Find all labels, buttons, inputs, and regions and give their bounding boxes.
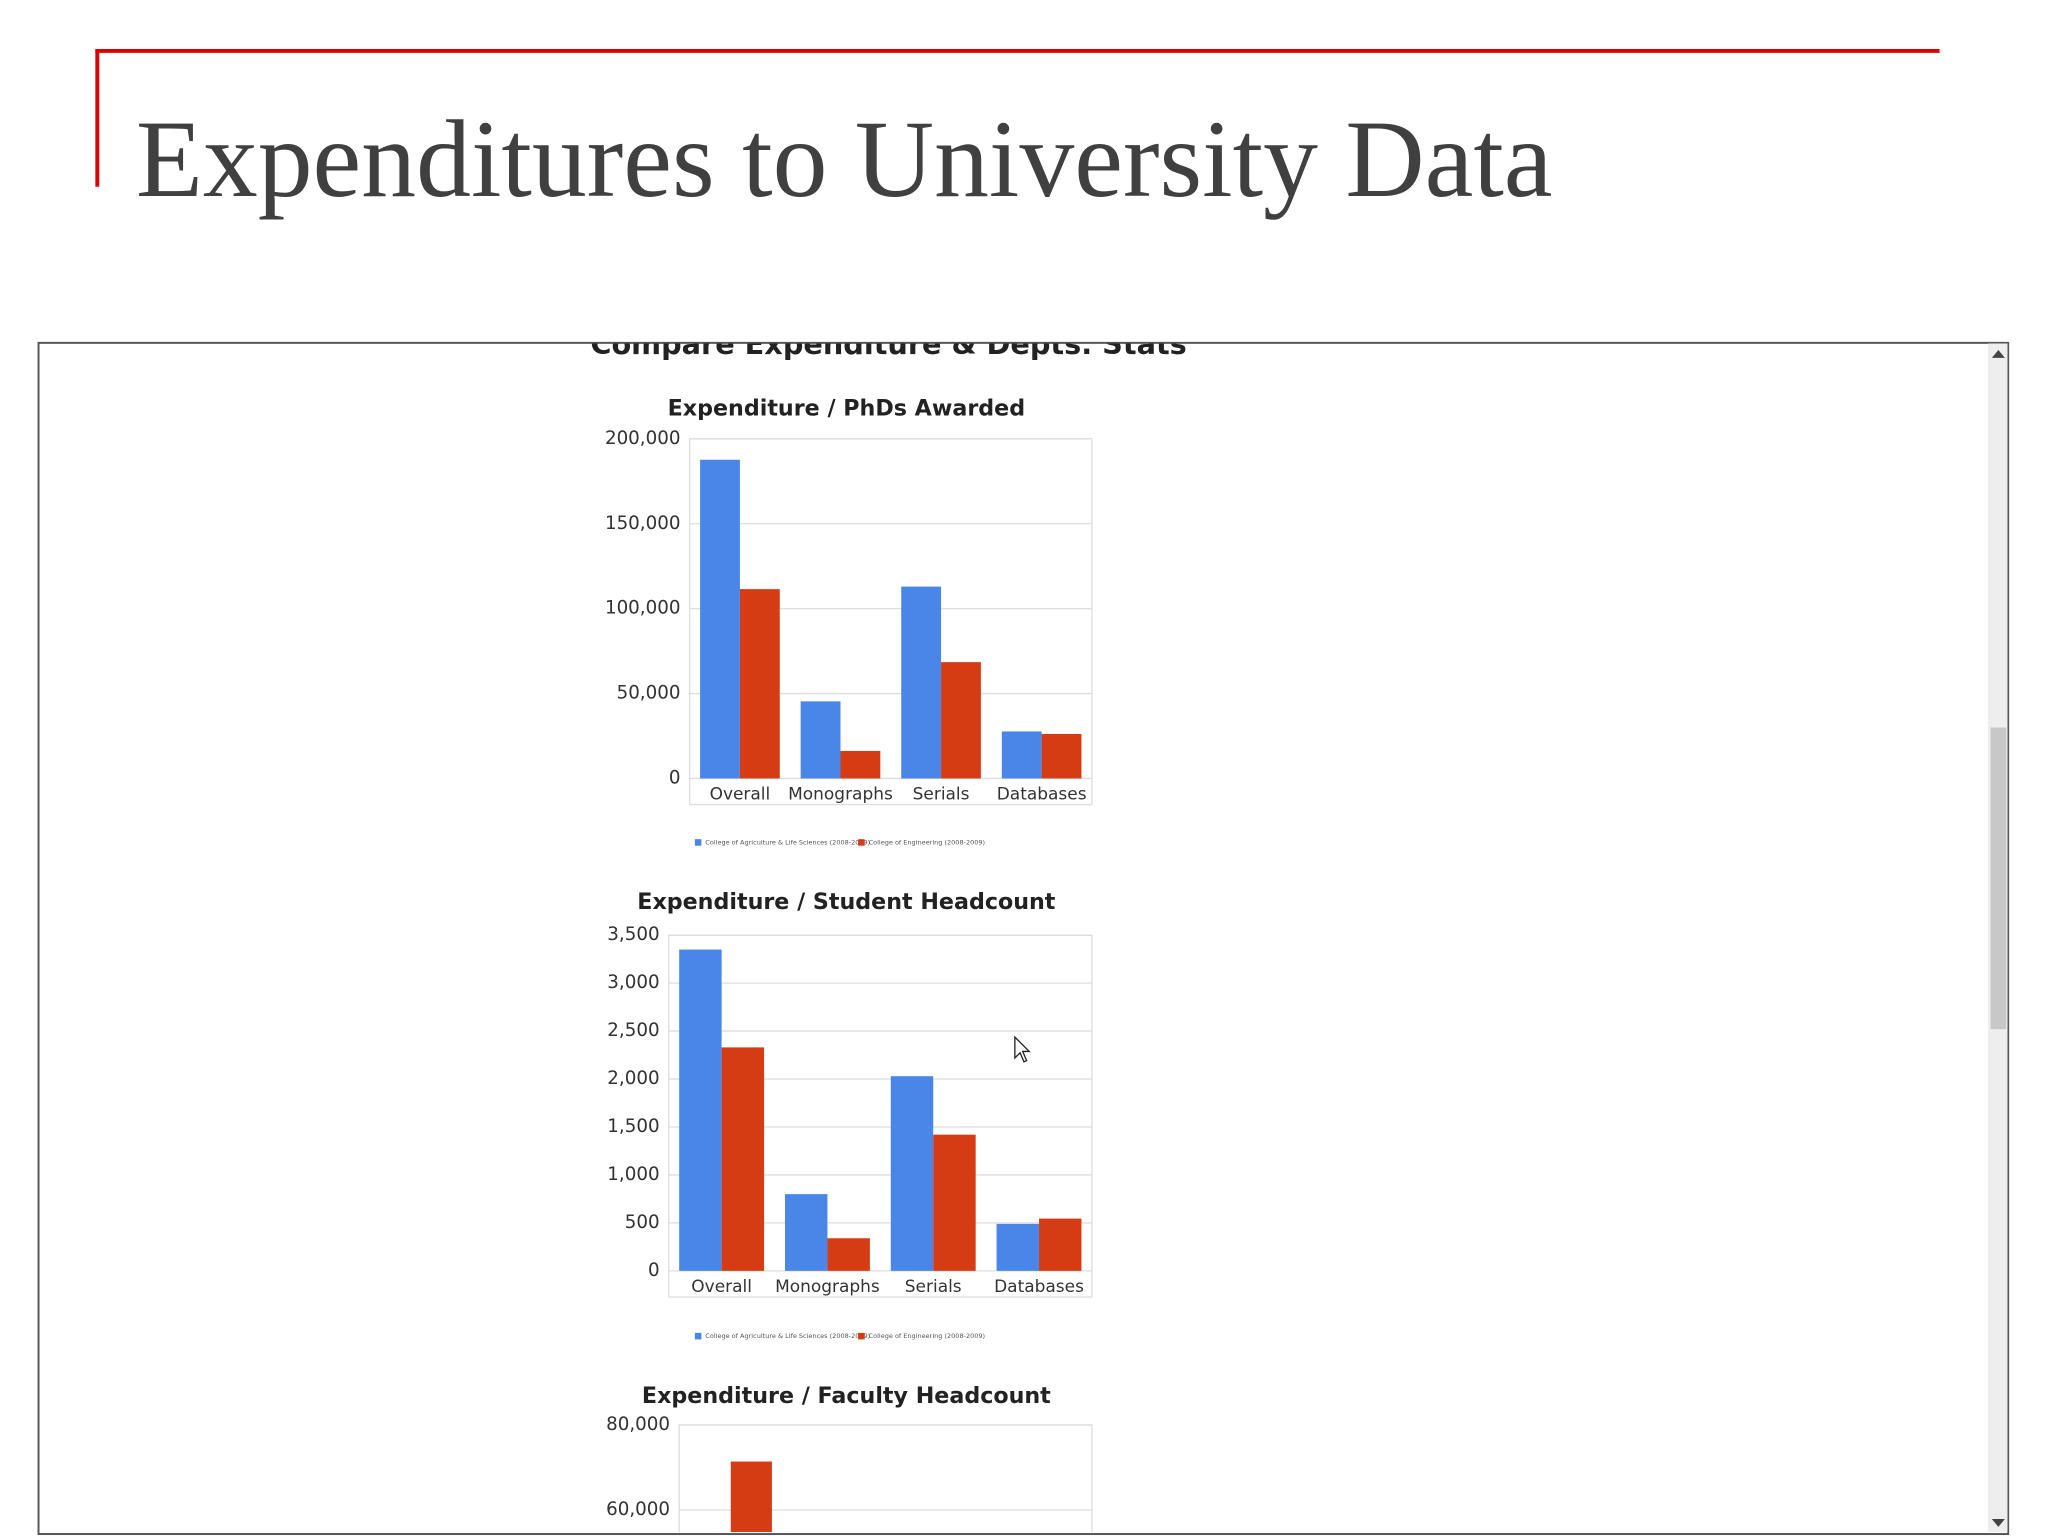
x-tick-label: Overall (691, 1277, 752, 1297)
bar (721, 1047, 765, 1271)
bar (1001, 731, 1042, 779)
y-tick-label: 100,000 (605, 598, 681, 619)
bar (784, 1194, 828, 1271)
y-tick-label: 2,000 (607, 1068, 659, 1089)
section-heading: Compare Expenditure & Depts. Stats (590, 327, 1186, 361)
mouse-cursor (1014, 1035, 1031, 1063)
bar (840, 750, 881, 779)
y-tick-label: 1,500 (607, 1116, 659, 1137)
bar (1041, 733, 1082, 779)
x-tick-label: Serials (913, 784, 970, 804)
x-tick-label: Serials (905, 1277, 962, 1297)
web-content: Compare Expenditure & Depts. Stats Expen… (590, 327, 1187, 1533)
legend-swatch (694, 839, 702, 846)
legend-label: College of Engineering (2008-2009) (869, 838, 986, 846)
slide-title: Expenditures to University Data (136, 98, 1553, 220)
bar (901, 586, 942, 779)
chart-title: Expenditure / Faculty Headcount (642, 1383, 1051, 1409)
x-tick-label: Databases (997, 784, 1087, 804)
x-tick-label: Monographs (788, 784, 893, 804)
bar (1039, 1218, 1082, 1271)
y-tick-label: 60,000 (606, 1499, 670, 1520)
bar (827, 1238, 870, 1271)
y-tick-label: 2,500 (607, 1020, 659, 1041)
x-tick-label: Databases (994, 1277, 1084, 1297)
bar (739, 589, 780, 779)
x-tick-label: Monographs (775, 1277, 880, 1297)
y-tick-label: 3,000 (607, 972, 659, 993)
browser-frame (37, 341, 2010, 1536)
legend-label: College of Engineering (2008-2009) (869, 1332, 986, 1340)
bar (700, 459, 740, 779)
legend-swatch (858, 1332, 865, 1340)
legend-swatch (694, 1332, 702, 1340)
chart-title: Expenditure / PhDs Awarded (668, 395, 1025, 421)
legend-label: College of Agriculture & Life Sciences (… (705, 838, 870, 846)
bar (730, 1461, 772, 1533)
y-tick-label: 50,000 (617, 683, 681, 704)
bar (941, 662, 981, 779)
y-tick-label: 0 (648, 1260, 660, 1281)
bar (933, 1134, 976, 1271)
x-tick-label: Overall (710, 784, 771, 804)
bar (679, 949, 722, 1271)
y-tick-label: 3,500 (607, 924, 659, 945)
y-tick-label: 80,000 (606, 1414, 670, 1435)
bar (890, 1076, 934, 1271)
bar (800, 701, 841, 779)
y-tick-label: 0 (669, 767, 681, 788)
chart-title: Expenditure / Student Headcount (637, 889, 1056, 915)
legend-label: College of Agriculture & Life Sciences (… (705, 1332, 870, 1340)
y-tick-label: 1,000 (607, 1164, 659, 1185)
scrollbar-thumb[interactable] (1990, 727, 2007, 1030)
bar (996, 1223, 1040, 1271)
y-tick-label: 500 (625, 1212, 660, 1233)
legend-swatch (858, 839, 865, 846)
y-tick-label: 150,000 (605, 513, 681, 534)
y-tick-label: 200,000 (605, 428, 681, 449)
